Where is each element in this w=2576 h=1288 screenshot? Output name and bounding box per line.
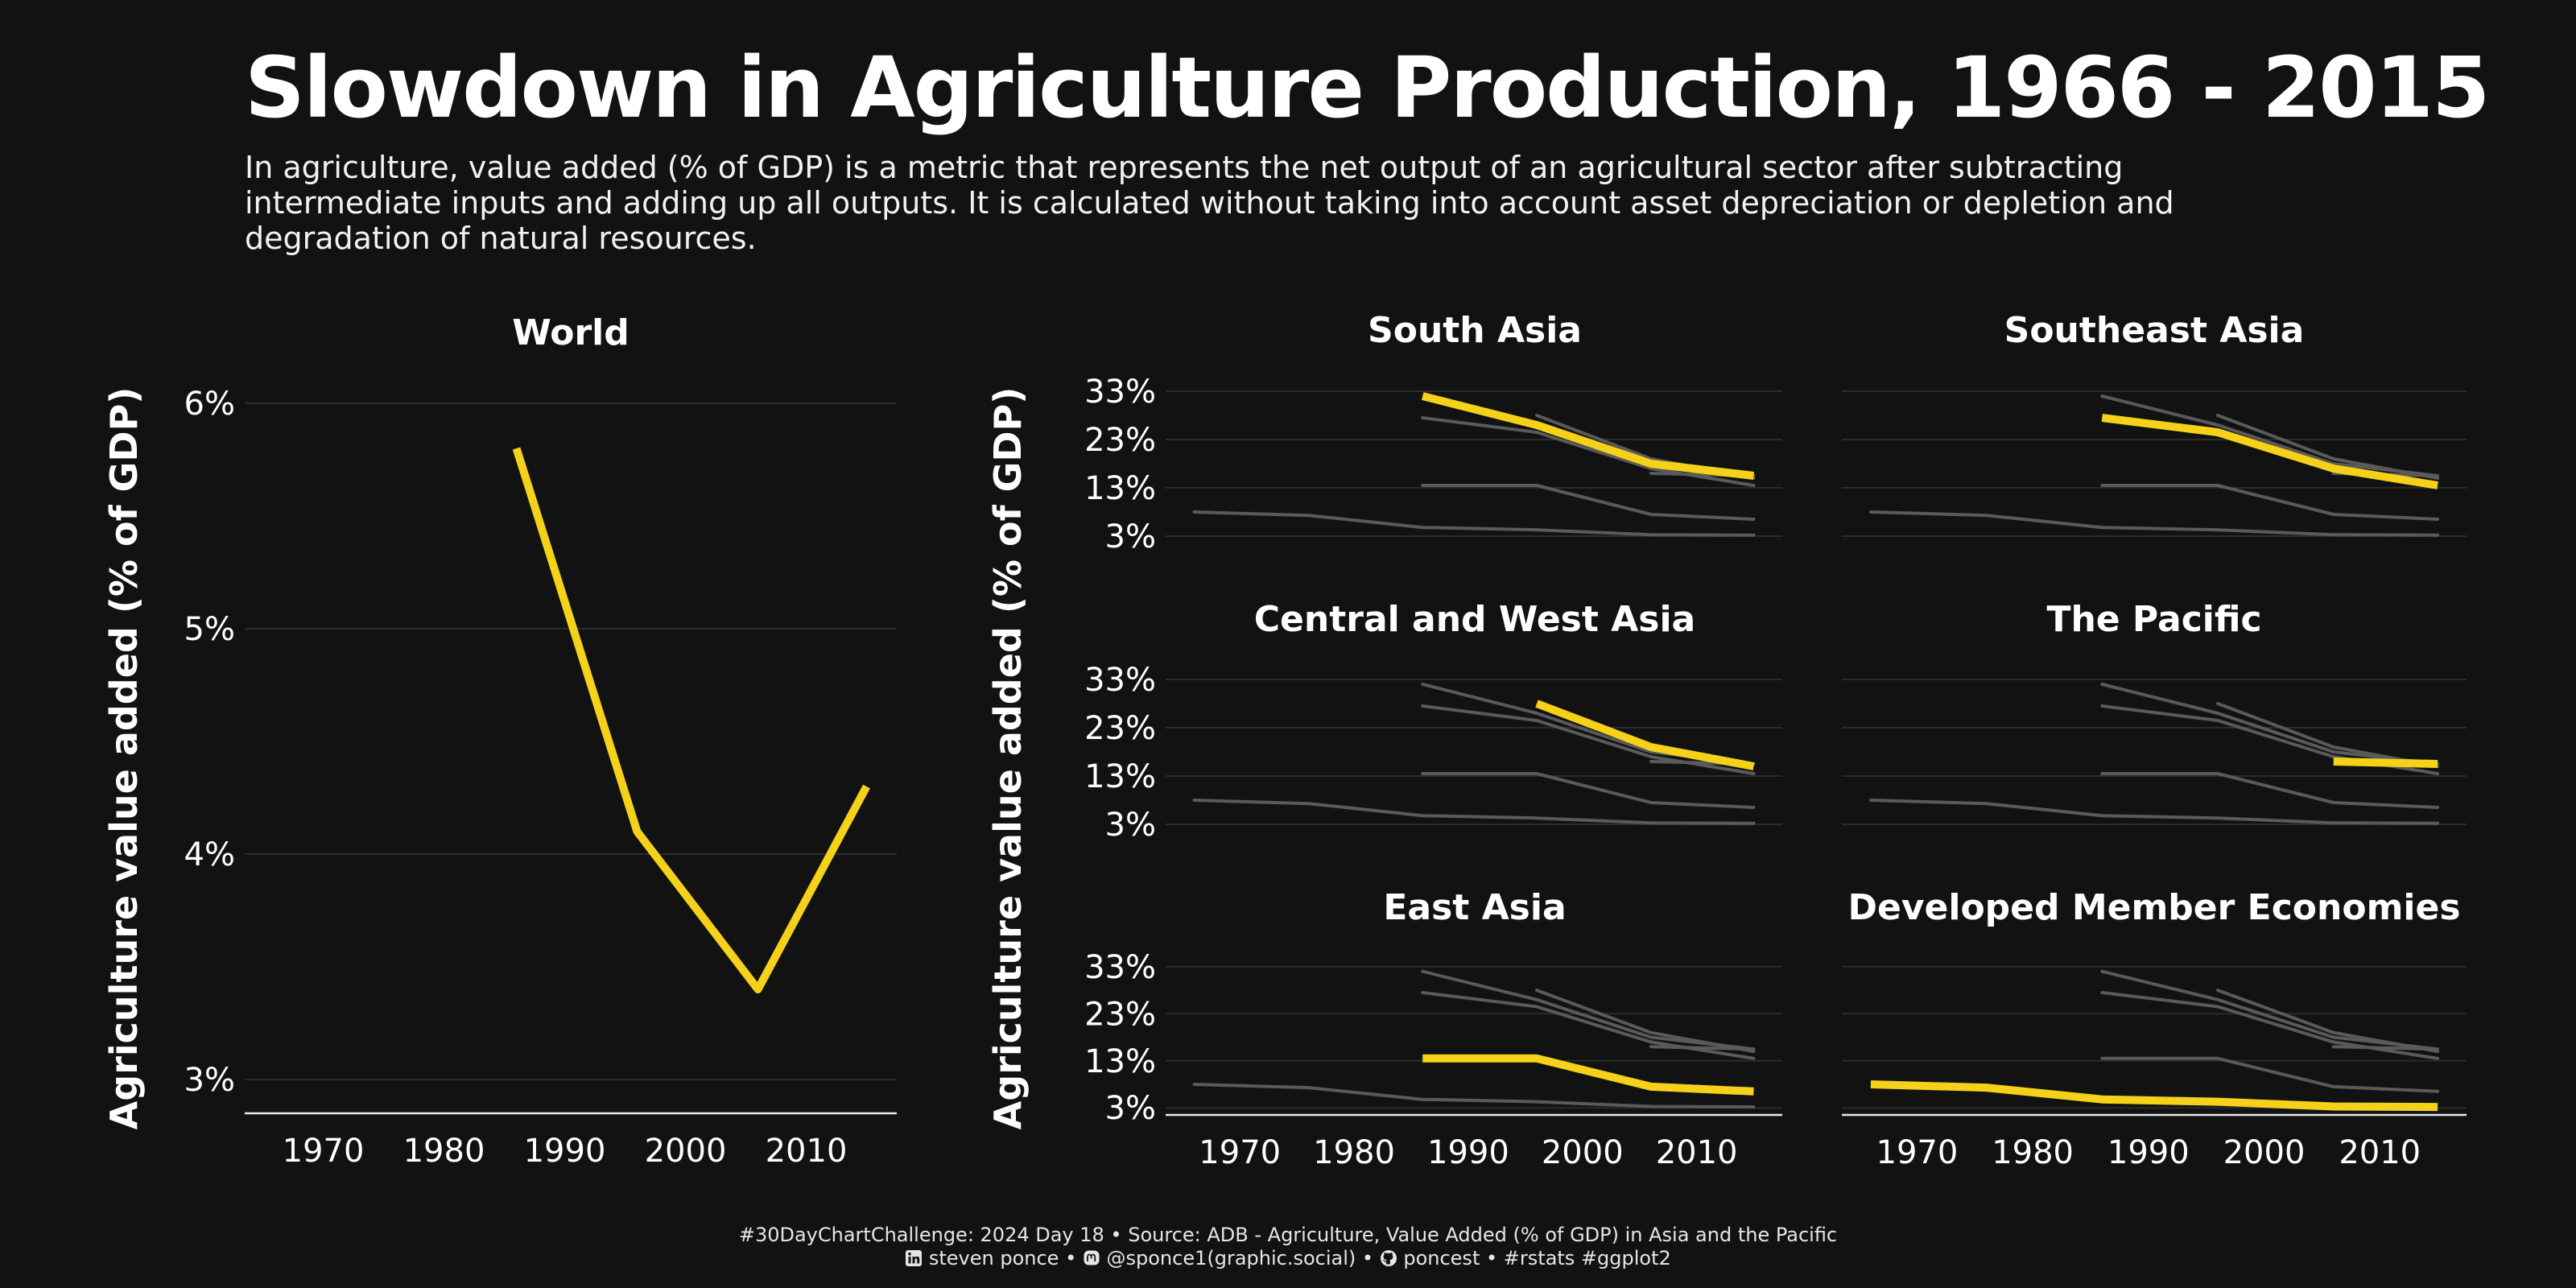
panel-title: World [512, 312, 629, 353]
context-series-line [2216, 989, 2440, 1054]
x-tick-label: 2000 [1542, 1134, 1624, 1171]
highlight-series-line [1870, 1080, 2438, 1112]
x-tick-label: 1980 [1992, 1134, 2074, 1171]
highlight-series-line [2101, 414, 2438, 489]
context-series-line [1649, 1045, 1756, 1051]
separator: • [1065, 1247, 1077, 1269]
separator: • [1361, 1247, 1374, 1269]
context-series-line [1421, 416, 1756, 487]
y-tick-label: 33% [1084, 662, 1156, 699]
highlight-series-line [1535, 700, 1755, 770]
context-series-line [1421, 484, 1756, 521]
caption-source: #30DayChartChallenge: 2024 Day 18 • Sour… [738, 1224, 1838, 1246]
context-series-line [2100, 1056, 2440, 1093]
panel-title: The Pacific [2046, 599, 2261, 640]
x-tick-label: 1970 [1199, 1134, 1281, 1171]
mastodon-handle[interactable]: @sponce1(graphic.social) [1106, 1247, 1356, 1269]
y-tick-label: 33% [1084, 949, 1156, 986]
context-series-line [1192, 799, 1756, 825]
x-tick-label: 2010 [766, 1133, 848, 1170]
linkedin-icon [905, 1247, 929, 1269]
y-axis-label: Agriculture value added (% of GDP) [102, 387, 146, 1130]
context-series-line [1192, 1083, 1756, 1109]
context-series-line [1192, 510, 1756, 537]
y-tick-label: 3% [1105, 1090, 1156, 1127]
y-tick-label: 13% [1084, 470, 1156, 507]
context-series-line [2216, 702, 2440, 768]
y-axis-label: Agriculture value added (% of GDP) [986, 387, 1030, 1130]
x-tick-label: 1990 [2107, 1134, 2190, 1171]
y-tick-label: 23% [1084, 422, 1156, 459]
chart-subtitle: In agriculture, value added (% of GDP) i… [245, 150, 2174, 256]
caption-credits: steven ponce • @sponce1(graphic.social) … [0, 1246, 2576, 1270]
y-tick-label: 13% [1084, 1043, 1156, 1080]
panel-title: Central and West Asia [1254, 599, 1695, 640]
highlight-series-line [2333, 758, 2438, 768]
y-tick-label: 5% [184, 611, 235, 648]
chart-area: World Agriculture value added (% of GDP) 3… [102, 310, 2467, 1171]
x-tick-label: 1990 [1427, 1134, 1509, 1171]
highlight-series-line [1422, 1054, 1754, 1096]
context-series-line [1421, 704, 1756, 775]
x-tick-label: 1970 [283, 1133, 365, 1170]
context-series-line [1421, 991, 1756, 1060]
x-tick-label: 1980 [1313, 1134, 1395, 1171]
y-tick-label: 6% [184, 386, 235, 423]
mastodon-icon [1083, 1247, 1107, 1269]
x-tick-label: 2000 [2223, 1134, 2306, 1171]
context-series-line [2216, 414, 2440, 480]
linkedin-handle[interactable]: steven ponce [928, 1247, 1059, 1269]
y-tick-label: 3% [184, 1062, 235, 1099]
x-tick-label: 1990 [524, 1133, 606, 1170]
highlight-series-line [1421, 392, 1755, 480]
github-icon [1380, 1247, 1404, 1269]
x-tick-label: 2000 [645, 1133, 727, 1170]
y-tick-label: 3% [1105, 518, 1156, 555]
y-tick-label: 4% [184, 836, 235, 873]
y-tick-label: 33% [1084, 374, 1156, 411]
y-tick-label: 23% [1084, 710, 1156, 747]
x-tick-label: 1980 [403, 1133, 485, 1170]
x-tick-label: 1970 [1876, 1134, 1959, 1171]
context-series-line [2100, 991, 2440, 1060]
context-series-line [2100, 484, 2440, 521]
context-series-line [1535, 989, 1756, 1054]
x-tick-label: 2010 [2339, 1134, 2421, 1171]
chart-title: Slowdown in Agriculture Production, 1966… [245, 39, 2490, 137]
panel-title: South Asia [1368, 310, 1582, 351]
context-series-line [2331, 1045, 2440, 1051]
separator: • [1486, 1247, 1498, 1269]
panel-title: Developed Member Economies [1847, 887, 2460, 928]
panel-title: Southeast Asia [2004, 310, 2305, 351]
context-series-line [1868, 799, 2440, 825]
github-handle[interactable]: poncest [1403, 1247, 1480, 1269]
context-series-line [1868, 510, 2440, 537]
context-series-line [2100, 772, 2440, 809]
y-tick-label: 23% [1084, 996, 1156, 1033]
panel-title: East Asia [1383, 887, 1566, 928]
x-tick-label: 2010 [1656, 1134, 1738, 1171]
highlight-series-line [512, 447, 870, 993]
context-series-line [1421, 772, 1756, 809]
y-tick-label: 3% [1105, 807, 1156, 844]
y-tick-label: 13% [1084, 758, 1156, 795]
hashtags: #rstats #ggplot2 [1503, 1247, 1671, 1269]
